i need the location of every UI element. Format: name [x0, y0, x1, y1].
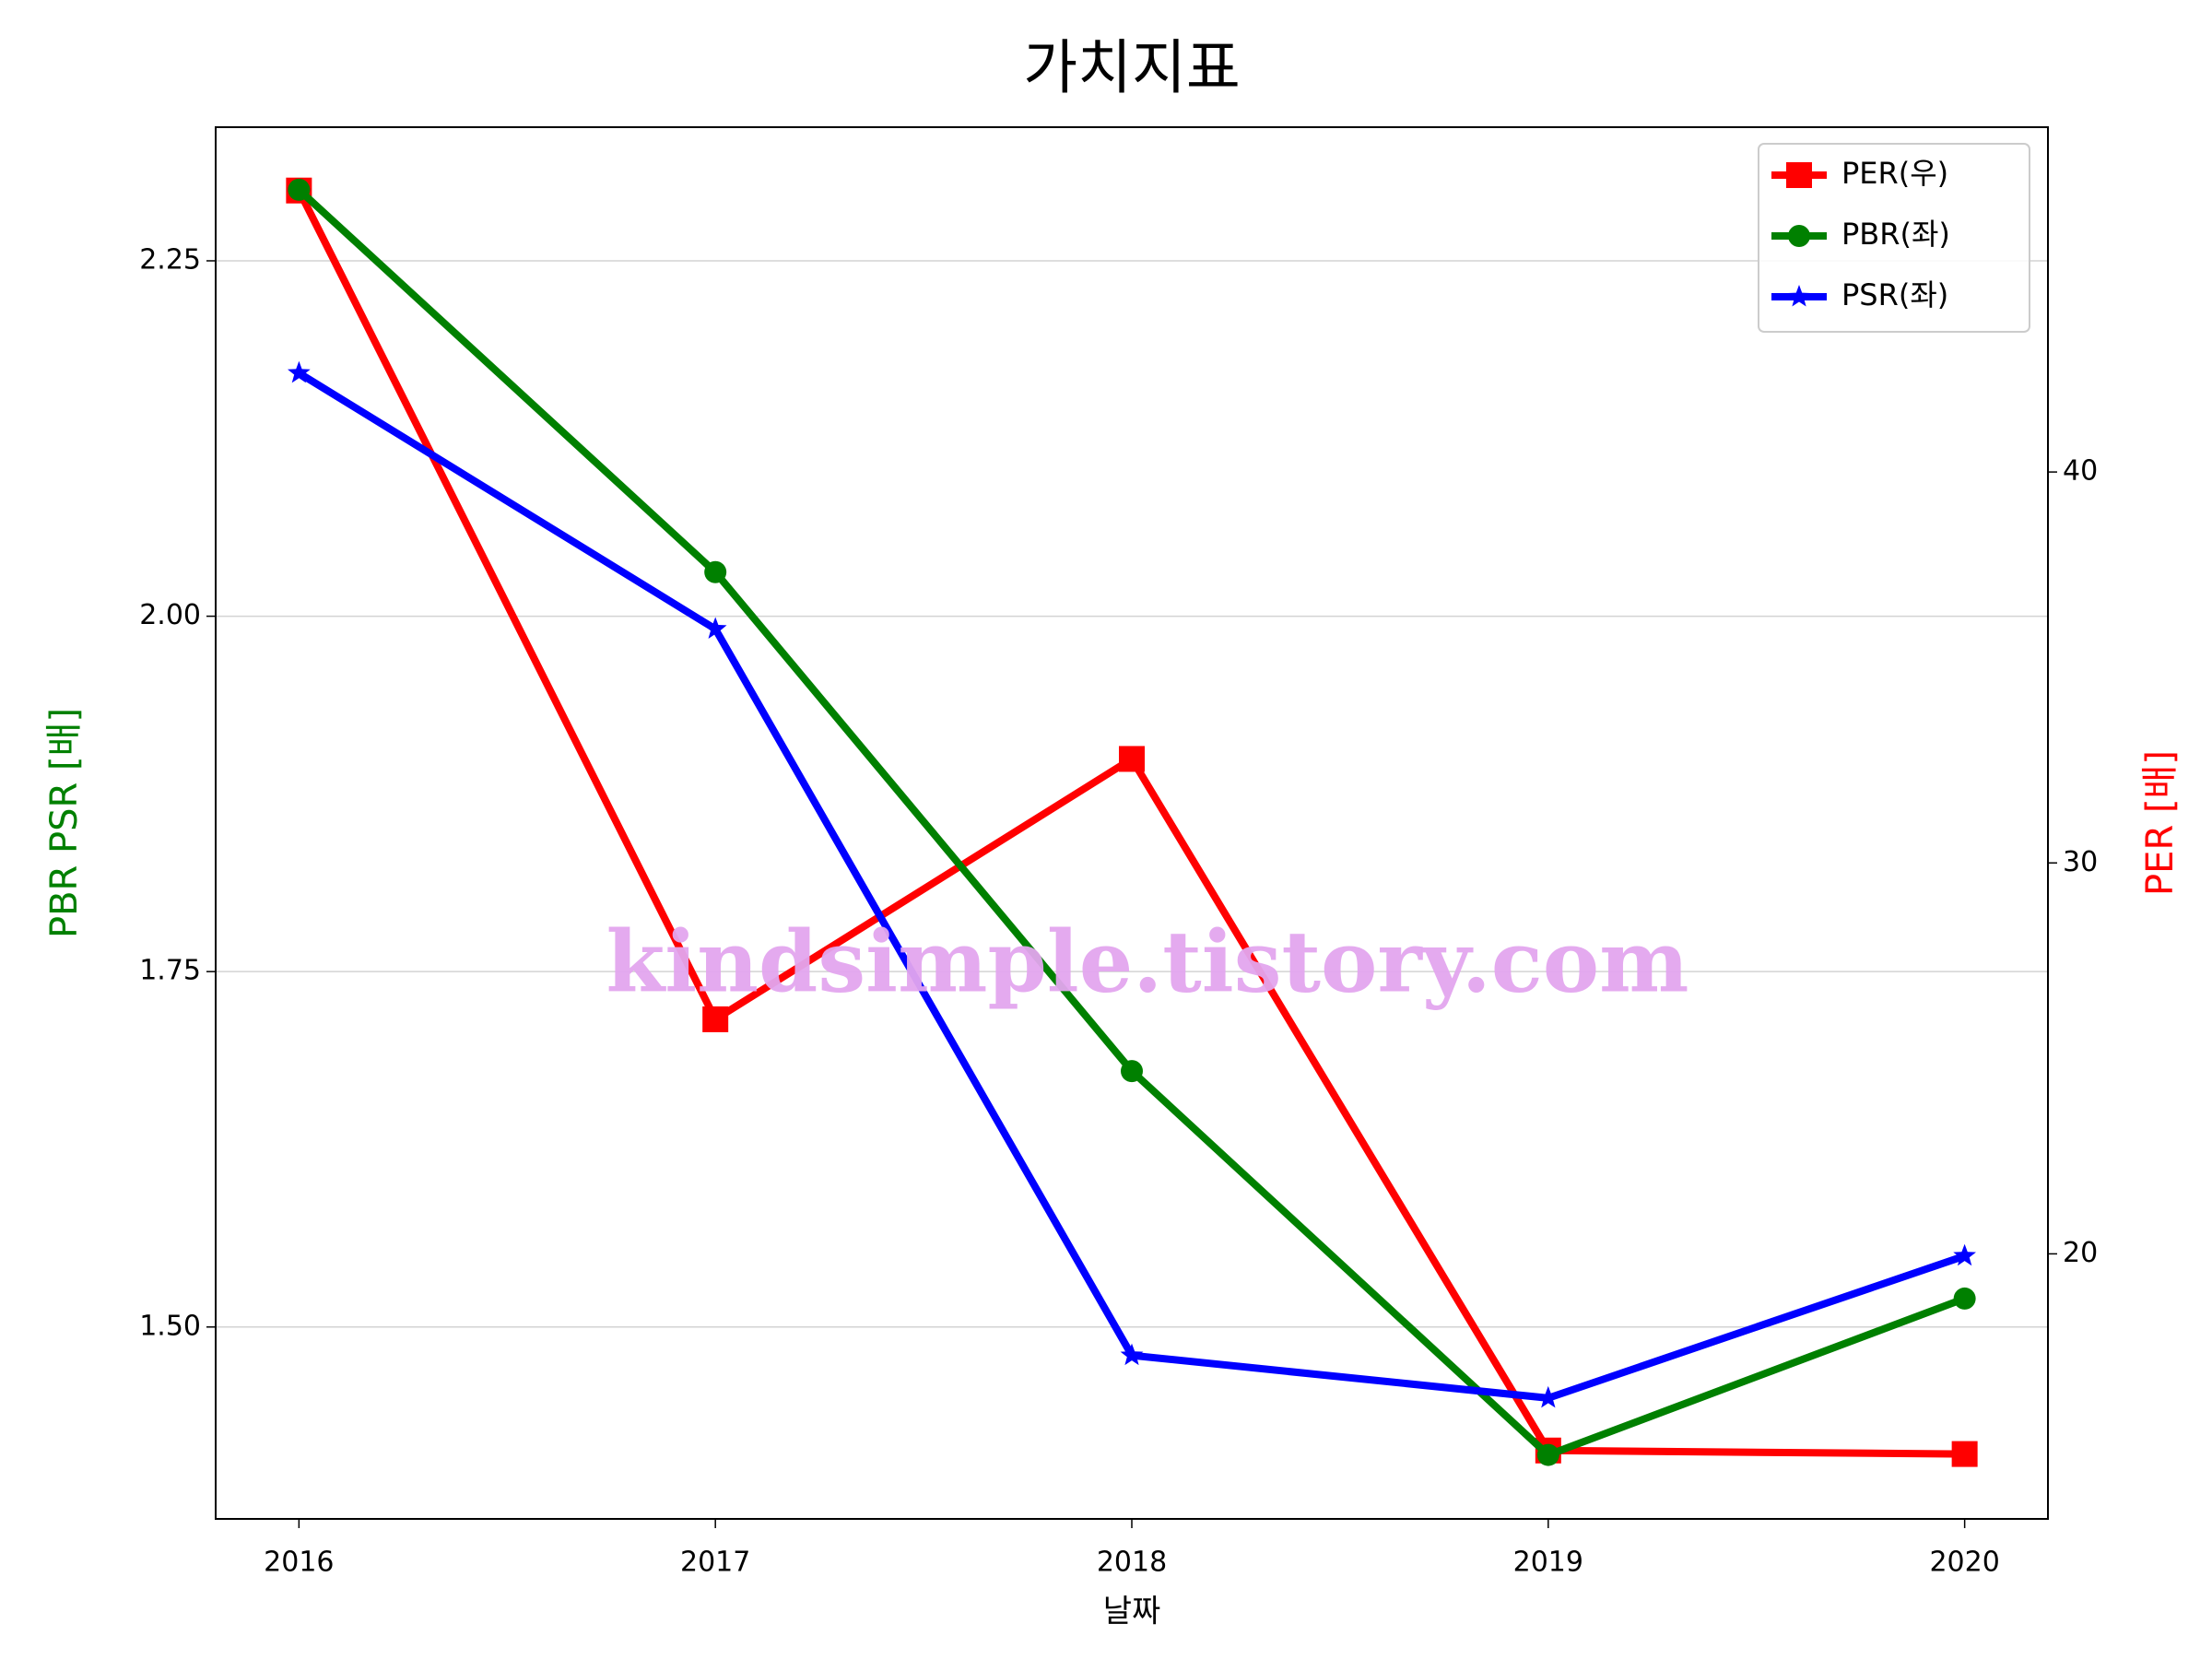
- plot-frame: [215, 126, 2049, 1520]
- x-tick-label: 2016: [264, 1547, 334, 1579]
- y2-tick-label: 40: [2063, 455, 2098, 488]
- marker: [702, 1006, 729, 1032]
- x-tick-label: 2019: [1513, 1547, 1583, 1579]
- marker: [1119, 746, 1145, 772]
- y2-tick-label: 20: [2063, 1237, 2098, 1269]
- y2-axis-label: PER [배]: [2139, 750, 2182, 896]
- y-tick-label: 2.25: [139, 243, 201, 276]
- x-tick-label: 2018: [1097, 1547, 1167, 1579]
- legend-marker: [1786, 162, 1812, 188]
- x-axis-label: 날짜: [1103, 1594, 1161, 1630]
- y-axis-label: PBR PSR [배]: [43, 708, 86, 938]
- x-tick-label: 2017: [680, 1547, 750, 1579]
- legend-marker: [1788, 225, 1810, 247]
- legend-label: PSR(좌): [1841, 277, 1948, 312]
- marker: [1536, 1385, 1560, 1408]
- x-tick-label: 2020: [1929, 1547, 1999, 1579]
- marker: [288, 360, 311, 383]
- legend-marker: [1787, 285, 1811, 307]
- marker: [704, 560, 727, 583]
- y-tick-label: 1.75: [139, 955, 201, 987]
- legend-box: [1758, 143, 2030, 333]
- y-tick-label: 1.50: [139, 1310, 201, 1342]
- marker: [1121, 1060, 1143, 1083]
- marker: [703, 617, 727, 639]
- legend-label: PBR(좌): [1841, 217, 1950, 252]
- marker: [1951, 1441, 1978, 1467]
- marker: [1953, 1287, 1976, 1310]
- legend-label: PER(우): [1841, 156, 1948, 191]
- y2-tick-label: 30: [2063, 846, 2098, 878]
- marker: [1120, 1343, 1144, 1366]
- watermark: kindsimple.tistory.com: [606, 912, 1688, 1012]
- marker: [1536, 1443, 1559, 1466]
- marker: [1953, 1243, 1976, 1266]
- chart-title: 가치지표: [1023, 35, 1241, 103]
- marker: [288, 178, 311, 201]
- y-tick-label: 2.00: [139, 599, 201, 631]
